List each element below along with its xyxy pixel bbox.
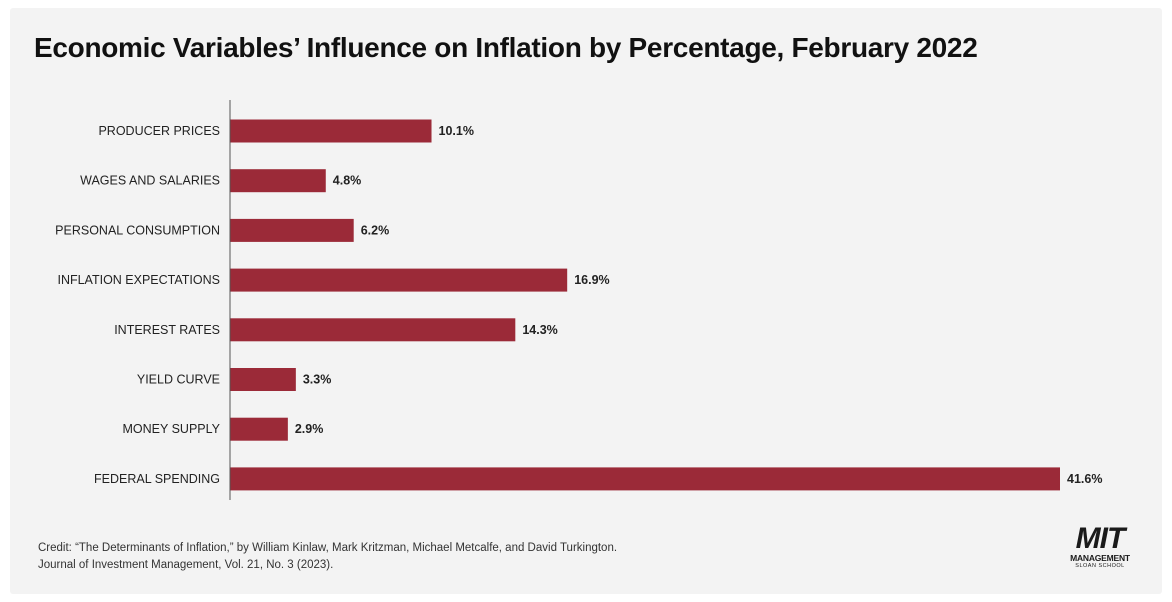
bar — [230, 467, 1060, 491]
value-label: 6.2% — [361, 223, 390, 237]
logo-main-text: MIT — [1075, 522, 1126, 555]
logo-sub2-text: SLOAN SCHOOL — [1075, 563, 1125, 569]
bar — [230, 368, 296, 391]
mit-management-logo: MIT MANAGEMENT SLOAN SCHOOL — [1060, 522, 1140, 570]
value-label: 41.6% — [1067, 472, 1102, 486]
value-label: 2.9% — [295, 422, 324, 436]
credit-line-2: Journal of Investment Management, Vol. 2… — [38, 559, 334, 571]
credit-line-1: Credit: “The Determinants of Inflation,”… — [38, 542, 618, 554]
category-label: MONEY SUPPLY — [123, 422, 221, 436]
bars-layer: PRODUCER PRICES 10.1% WAGES AND SALARIES 4.… — [55, 119, 1102, 491]
category-label: PRODUCER PRICES — [98, 124, 220, 138]
chart-title: Economic Variables’ Influence on Inflati… — [34, 32, 978, 63]
bar — [230, 169, 326, 193]
bar — [230, 119, 432, 143]
category-label: FEDERAL SPENDING — [94, 472, 220, 486]
value-label: 14.3% — [522, 323, 557, 337]
bar — [230, 318, 516, 342]
category-label: WAGES AND SALARIES — [80, 174, 220, 188]
value-label: 10.1% — [439, 124, 474, 138]
category-label: YIELD CURVE — [137, 373, 220, 387]
chart-card — [10, 8, 1162, 594]
bar — [230, 218, 354, 242]
logo-sub-text: MANAGEMENT — [1070, 553, 1130, 563]
bar — [230, 417, 288, 441]
value-label: 3.3% — [303, 373, 332, 387]
bar — [230, 268, 568, 292]
value-label: 4.8% — [333, 174, 362, 188]
value-label: 16.9% — [574, 273, 609, 287]
category-label: INTEREST RATES — [114, 323, 220, 337]
category-label: PERSONAL CONSUMPTION — [55, 223, 220, 237]
credit-note: Credit: “The Determinants of Inflation,”… — [38, 540, 617, 574]
category-label: INFLATION EXPECTATIONS — [57, 273, 220, 287]
